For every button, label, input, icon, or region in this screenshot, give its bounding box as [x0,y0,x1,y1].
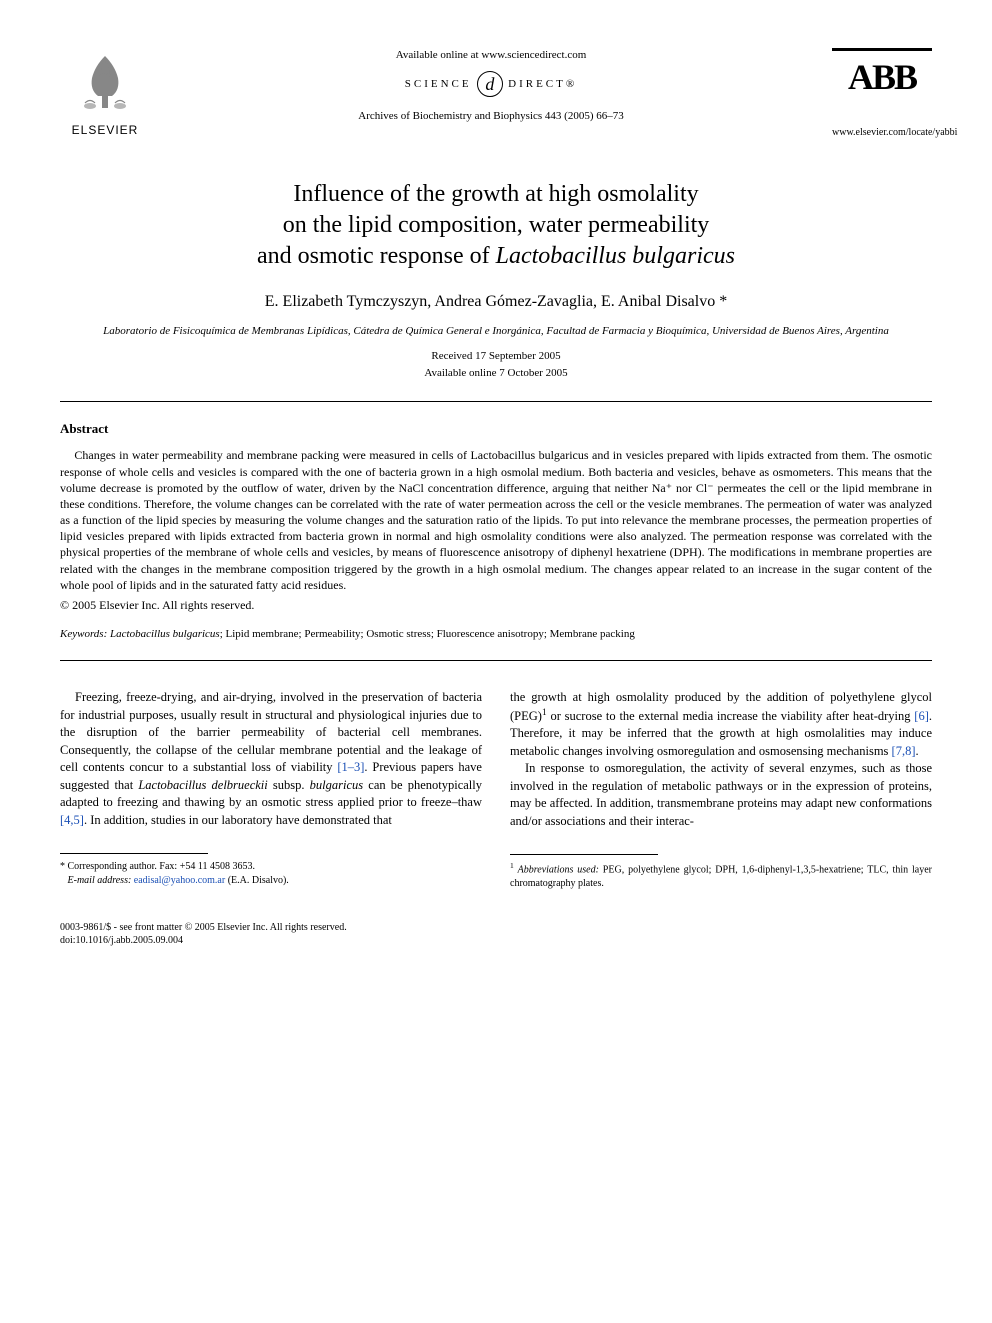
footnote-right: 1 Abbreviations used: PEG, polyethylene … [510,861,932,890]
abstract-copyright: © 2005 Elsevier Inc. All rights reserved… [60,597,932,613]
footnote-rule-left [60,853,208,854]
elsevier-logo-block: ELSEVIER [60,48,150,138]
article-header: ELSEVIER Available online at www.science… [60,48,932,139]
abstract-section: Abstract Changes in water permeability a… [60,420,932,642]
available-online-text: Available online at www.sciencedirect.co… [170,48,812,63]
title-line3-italic: Lactobacillus bulgaricus [496,243,735,269]
keywords-italic: Lactobacillus bulgaricus [110,628,220,640]
keywords: Keywords: Lactobacillus bulgaricus; Lipi… [60,627,932,642]
keywords-label: Keywords: [60,628,107,640]
col1-text-c: subsp. [268,778,310,792]
body-columns: Freezing, freeze-drying, and air-drying,… [60,689,932,890]
col1-italic1: Lactobacillus delbrueckii [138,778,267,792]
abstract-heading: Abstract [60,420,932,438]
elsevier-name: ELSEVIER [72,122,139,138]
journal-homepage-link[interactable]: www.elsevier.com/locate/yabbi [832,126,932,140]
col2-text-b: or sucrose to the external media increas… [547,709,915,723]
affiliation: Laboratorio de Fisicoquímica de Membrana… [60,324,932,339]
keywords-rest: ; Lipid membrane; Permeability; Osmotic … [220,628,635,640]
sciencedirect-logo: SCIENCE d DIRECT® [170,71,812,97]
email-label: E-mail address: [68,875,132,886]
rule-bottom [60,660,932,661]
col2-text-d: . [915,744,918,758]
title-line2: on the lipid composition, water permeabi… [283,212,710,238]
header-center: Available online at www.sciencedirect.co… [150,48,832,124]
ref-link-4-5[interactable]: [4,5] [60,813,84,827]
col2-paragraph2: In response to osmoregulation, the activ… [510,760,932,830]
authors: E. Elizabeth Tymczyszyn, Andrea Gómez-Za… [60,291,932,313]
abb-logo: ABB [832,48,932,102]
elsevier-tree-icon [70,48,140,118]
footnote-rule-right [510,854,658,855]
title-line1: Influence of the growth at high osmolali… [293,181,698,207]
col2-paragraph1: the growth at high osmolality produced b… [510,689,932,760]
journal-reference: Archives of Biochemistry and Biophysics … [170,109,812,124]
ref-link-6[interactable]: [6] [914,709,929,723]
title-block: Influence of the growth at high osmolali… [60,179,932,381]
col1-italic2: bulgaricus [310,778,363,792]
ref-link-7-8[interactable]: [7,8] [892,744,916,758]
rule-top [60,401,932,402]
footer-info: 0003-9861/$ - see front matter © 2005 El… [60,921,932,947]
sciencedirect-at-icon: d [477,71,503,97]
email-address[interactable]: eadisal@yahoo.com.ar [134,875,225,886]
column-left: Freezing, freeze-drying, and air-drying,… [60,689,482,890]
footnote-left: * Corresponding author. Fax: +54 11 4508… [60,860,482,887]
date-online: Available online 7 October 2005 [60,366,932,381]
corresponding-author: * Corresponding author. Fax: +54 11 4508… [60,860,482,874]
article-title: Influence of the growth at high osmolali… [60,179,932,273]
footer-doi: doi:10.1016/j.abb.2005.09.004 [60,934,932,947]
abstract-text: Changes in water permeability and membra… [60,447,932,593]
column-right: the growth at high osmolality produced b… [510,689,932,890]
abbreviations-label: Abbreviations used: [518,865,599,876]
email-line: E-mail address: eadisal@yahoo.com.ar (E.… [60,874,482,888]
sd-text-1: SCIENCE [405,78,472,90]
ref-link-1-3[interactable]: [1–3] [337,760,364,774]
footnote-sup-1: 1 [510,861,514,870]
email-suffix: (E.A. Disalvo). [225,875,289,886]
journal-logo-block: ABB www.elsevier.com/locate/yabbi [832,48,932,139]
date-received: Received 17 September 2005 [60,349,932,364]
article-dates: Received 17 September 2005 Available onl… [60,349,932,381]
sd-text-2: DIRECT® [508,78,577,90]
footer-copyright: 0003-9861/$ - see front matter © 2005 El… [60,921,932,934]
title-line3-prefix: and osmotic response of [257,243,496,269]
col1-paragraph1: Freezing, freeze-drying, and air-drying,… [60,689,482,829]
col1-text-e: . In addition, studies in our laboratory… [84,813,392,827]
